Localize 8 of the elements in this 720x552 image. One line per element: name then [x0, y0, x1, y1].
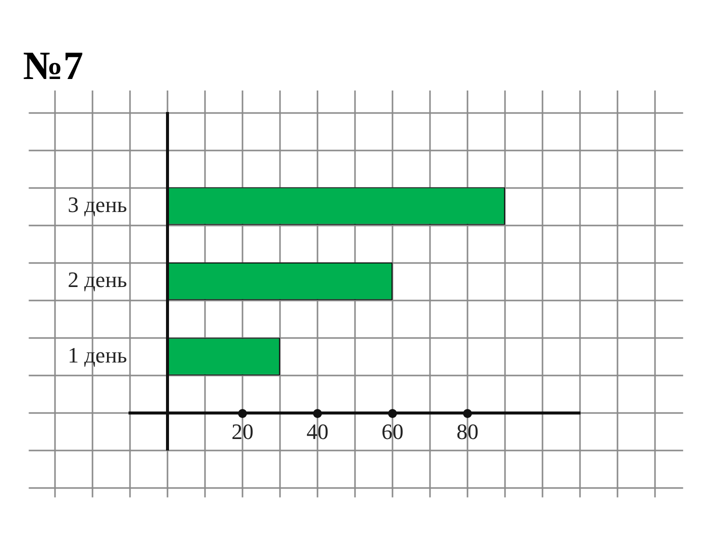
y-tick-label: 1 день	[68, 342, 127, 368]
x-tick-label: 20	[232, 418, 254, 444]
y-tick-label: 2 день	[68, 267, 127, 292]
x-tick-label: 80	[456, 418, 478, 444]
x-tick-label: 40	[306, 418, 328, 444]
y-tick-label: 3 день	[68, 192, 127, 217]
x-tick-label: 60	[382, 418, 404, 444]
chart-title: №7	[23, 43, 84, 88]
